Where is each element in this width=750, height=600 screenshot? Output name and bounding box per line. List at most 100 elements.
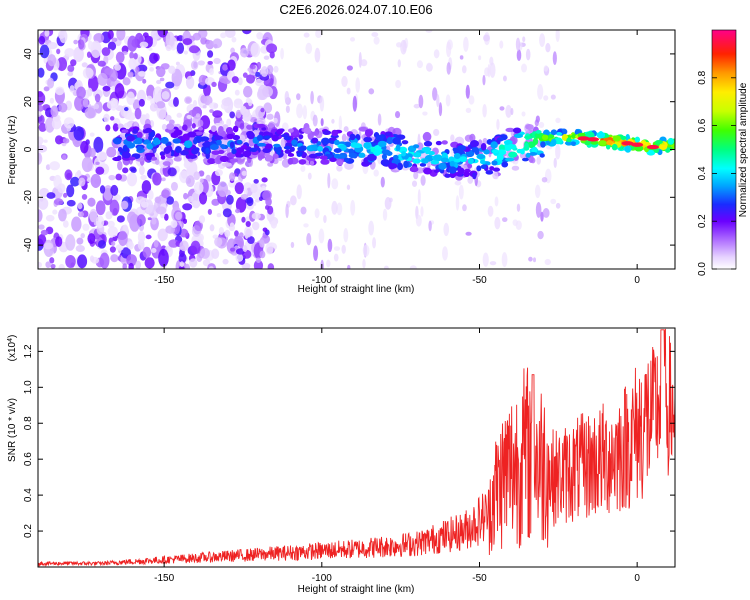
- spectrogram-cell: [301, 153, 307, 159]
- spectrogram-cell: [418, 94, 424, 109]
- spectrogram-cell: [501, 252, 508, 268]
- spectrogram-cell: [172, 138, 181, 144]
- spectrogram-cell: [45, 214, 55, 222]
- spectrogram-cell: [112, 123, 119, 132]
- spectrogram-cell: [251, 212, 261, 220]
- spectrogram-cell: [115, 51, 125, 64]
- spectrogram-cell: [202, 142, 211, 147]
- spectrogram-cell: [122, 263, 127, 269]
- snr-xtick-label: -50: [472, 573, 487, 584]
- spectrogram-cell: [544, 258, 551, 266]
- spectrogram-cell: [310, 90, 314, 105]
- spectrogram-cell: [291, 139, 298, 145]
- spectrogram-cell: [423, 167, 432, 175]
- spectrogram-cell: [309, 160, 315, 166]
- spectrogram-cell: [455, 195, 460, 211]
- spectrogram-cell: [240, 145, 248, 149]
- spectrogram-cell: [465, 107, 472, 114]
- spectrogram-cell: [377, 140, 387, 148]
- spectrogram-cell: [144, 257, 155, 269]
- spectrogram-cell: [220, 32, 227, 39]
- spectrogram-cell: [133, 52, 138, 60]
- spectrogram-cell: [141, 180, 152, 194]
- spectrogram-cell: [265, 205, 270, 210]
- spectrogram-cell: [261, 177, 268, 183]
- spectrogram-cell: [516, 49, 522, 62]
- spectrogram-cell: [145, 113, 150, 121]
- spectrogram-cell: [263, 102, 273, 114]
- spectrogram-cell: [313, 245, 319, 262]
- spectrogram-cell: [66, 199, 76, 207]
- spectrogram-cell: [159, 77, 165, 82]
- spectrogram-cell: [225, 126, 234, 135]
- spectrogram-cell: [43, 86, 50, 92]
- spectrogram-cell: [412, 158, 421, 164]
- spectrogram-cell: [198, 233, 204, 242]
- spectrogram-cell: [156, 79, 162, 85]
- spectrogram-cell: [476, 165, 482, 172]
- spectrogram-cell: [236, 139, 243, 145]
- spectrogram-cell: [438, 102, 443, 117]
- spectrogram-cell: [164, 114, 172, 122]
- spectrogram-cell: [253, 178, 259, 184]
- spectrogram-cell: [128, 57, 137, 70]
- spectrogram-cell: [491, 149, 499, 154]
- spectrogram-cell: [207, 208, 213, 215]
- spectrogram-cell: [254, 198, 261, 203]
- spectrogram-cell: [501, 161, 509, 168]
- spectrogram-cell: [256, 123, 266, 128]
- spectrogram-cell: [555, 202, 561, 209]
- spectrogram-cell: [111, 98, 119, 109]
- spectrogram-cell: [422, 131, 432, 142]
- spectrogram-cell: [239, 47, 249, 58]
- spectrogram-cell: [256, 134, 263, 141]
- spectrogram-cell: [235, 253, 244, 262]
- spectrogram-cell: [264, 135, 271, 140]
- spectrogram-cell: [338, 115, 343, 131]
- spectrogram-cell: [273, 65, 279, 73]
- spectrogram-cell: [290, 195, 297, 206]
- spectrogram-cell: [58, 263, 65, 269]
- snr-xlabel: Height of straight line (km): [298, 584, 415, 595]
- spectrogram-cell: [232, 134, 241, 141]
- spectrogram-cell: [44, 117, 55, 133]
- spectrogram-cell: [164, 213, 169, 221]
- spectrogram-cell: [111, 37, 118, 42]
- spectrogram-cell: [38, 114, 45, 125]
- spectrogram-cell: [46, 192, 56, 199]
- spectrogram-cell: [480, 164, 487, 170]
- spectrogram-cell: [76, 86, 86, 99]
- spectrogram-cell: [208, 102, 219, 110]
- spectrogram-cell: [303, 32, 310, 38]
- spectrogram-cell: [503, 139, 513, 146]
- spectrogram-cell: [249, 147, 258, 153]
- spectrogram-cell: [372, 237, 377, 249]
- spectrogram-cell: [127, 71, 134, 78]
- spectrogram-cell: [363, 142, 371, 149]
- spectrogram-cell: [117, 160, 123, 171]
- spectrogram-cell: [230, 247, 236, 252]
- spectrogram-cell: [401, 150, 406, 157]
- spectrogram-cell: [448, 156, 455, 162]
- spectrogram-cell: [183, 192, 188, 200]
- spectrogram-cell: [55, 86, 65, 96]
- spectrogram-cell: [62, 220, 69, 228]
- spectrogram-cell: [543, 129, 550, 137]
- snr-ytick-label: 0.4: [23, 488, 34, 502]
- spectrogram-cell: [145, 35, 153, 44]
- spectrogram-cell: [280, 47, 284, 60]
- spectrogram-cell: [200, 247, 210, 259]
- spectrogram-cells: [38, 30, 675, 269]
- spectrogram-cell: [470, 140, 479, 148]
- spectrogram-cell: [303, 223, 309, 228]
- spectrogram-cell: [367, 153, 376, 162]
- spectrogram-cell: [534, 184, 541, 199]
- spectrogram-cell: [362, 258, 366, 269]
- spectrogram-cell: [516, 203, 521, 212]
- spectrogram-cell: [380, 159, 390, 166]
- spectrogram-cell: [416, 60, 423, 69]
- spectrogram-cell: [430, 160, 440, 165]
- spectrogram-cell: [333, 153, 342, 159]
- spectrogram-cell: [311, 144, 318, 151]
- spectrogram-cell: [272, 153, 279, 159]
